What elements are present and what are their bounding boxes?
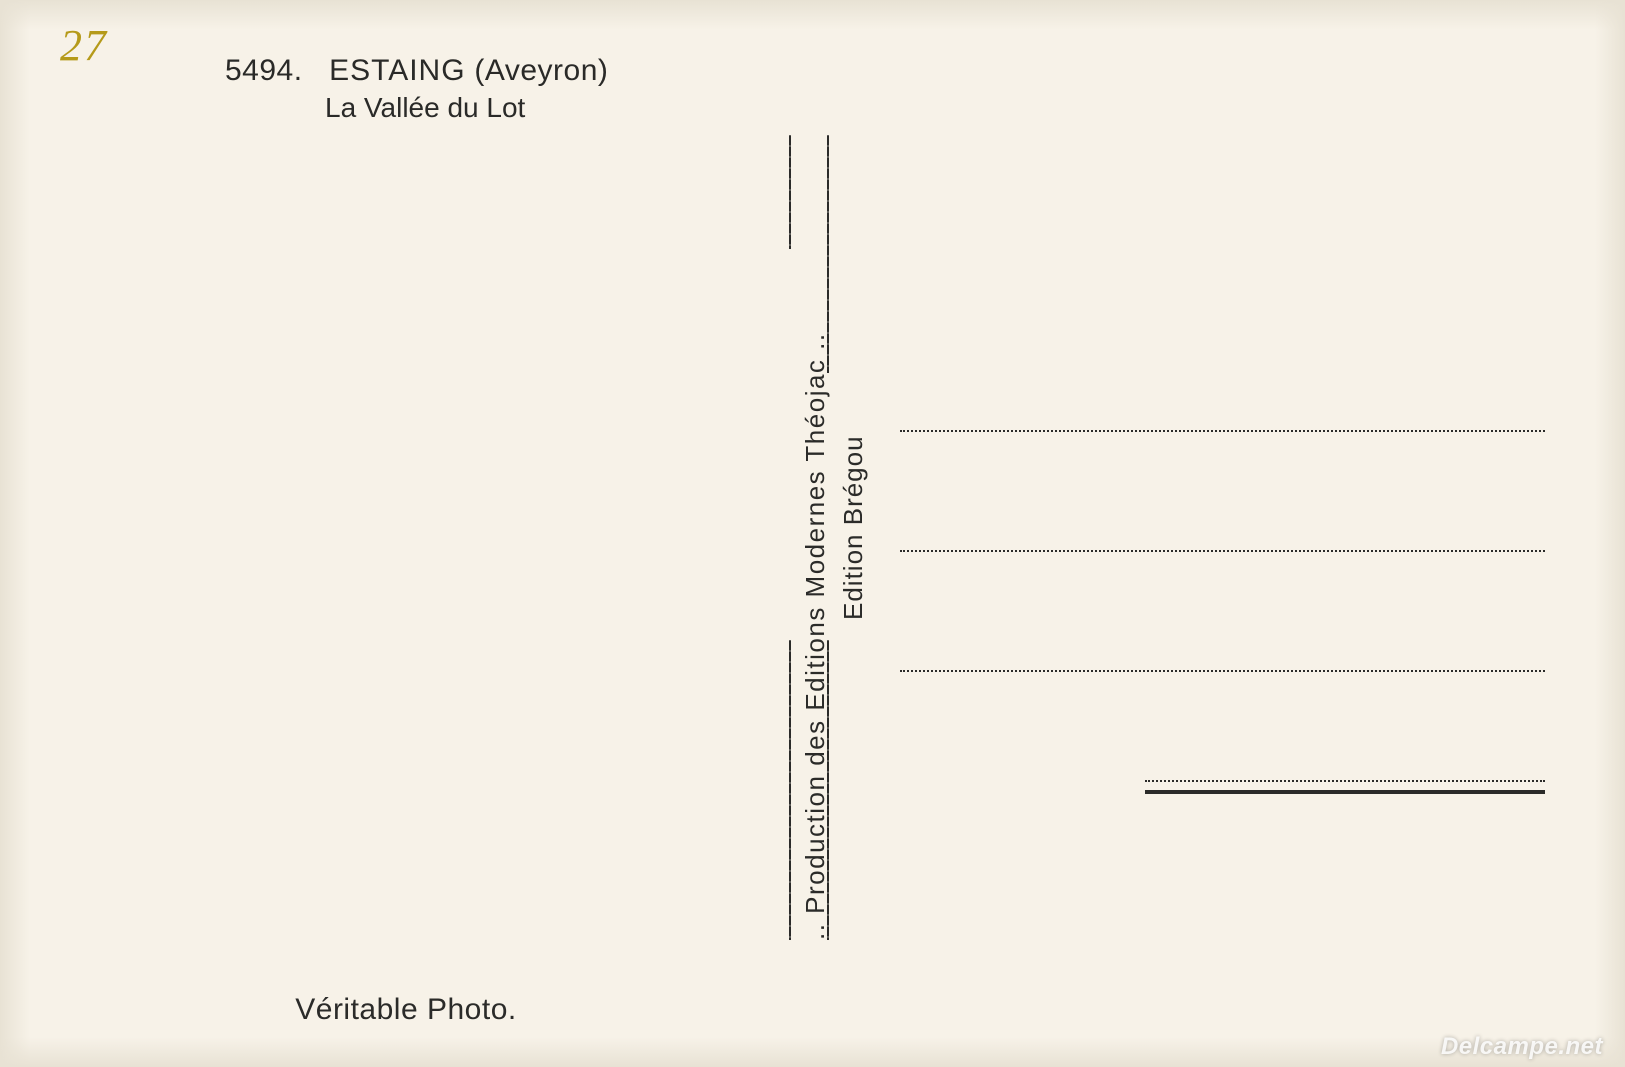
address-lines <box>900 430 1545 912</box>
postcard-back: 27 5494. ESTAING (Aveyron) La Vallée du … <box>0 0 1625 1067</box>
watermark: Delcampe.net <box>1441 1033 1603 1061</box>
region: (Aveyron) <box>474 54 608 87</box>
divider-dots <box>789 640 791 940</box>
address-line <box>900 550 1545 552</box>
edge-shadow <box>0 0 1625 30</box>
edition-vertical-text: Edition Brégou <box>838 435 869 620</box>
subtitle: La Vallée du Lot <box>325 90 608 125</box>
handwritten-corner-note: 27 <box>60 20 108 71</box>
title-line-1: 5494. ESTAING (Aveyron) <box>225 52 608 90</box>
place-name: ESTAING <box>329 54 465 87</box>
edge-shadow <box>0 0 30 1067</box>
address-line <box>900 430 1545 432</box>
publisher-vertical-text: .. Production des Editions Modernes Théo… <box>800 332 831 940</box>
edge-shadow <box>1595 0 1625 1067</box>
divider-dots <box>789 135 791 249</box>
edge-shadow <box>0 1037 1625 1067</box>
footer-caption: Véritable Photo. <box>0 993 812 1027</box>
catalog-number: 5494. <box>225 54 303 87</box>
address-underline <box>1145 790 1545 794</box>
address-line <box>900 670 1545 672</box>
postcard-title-block: 5494. ESTAING (Aveyron) La Vallée du Lot <box>225 52 608 125</box>
